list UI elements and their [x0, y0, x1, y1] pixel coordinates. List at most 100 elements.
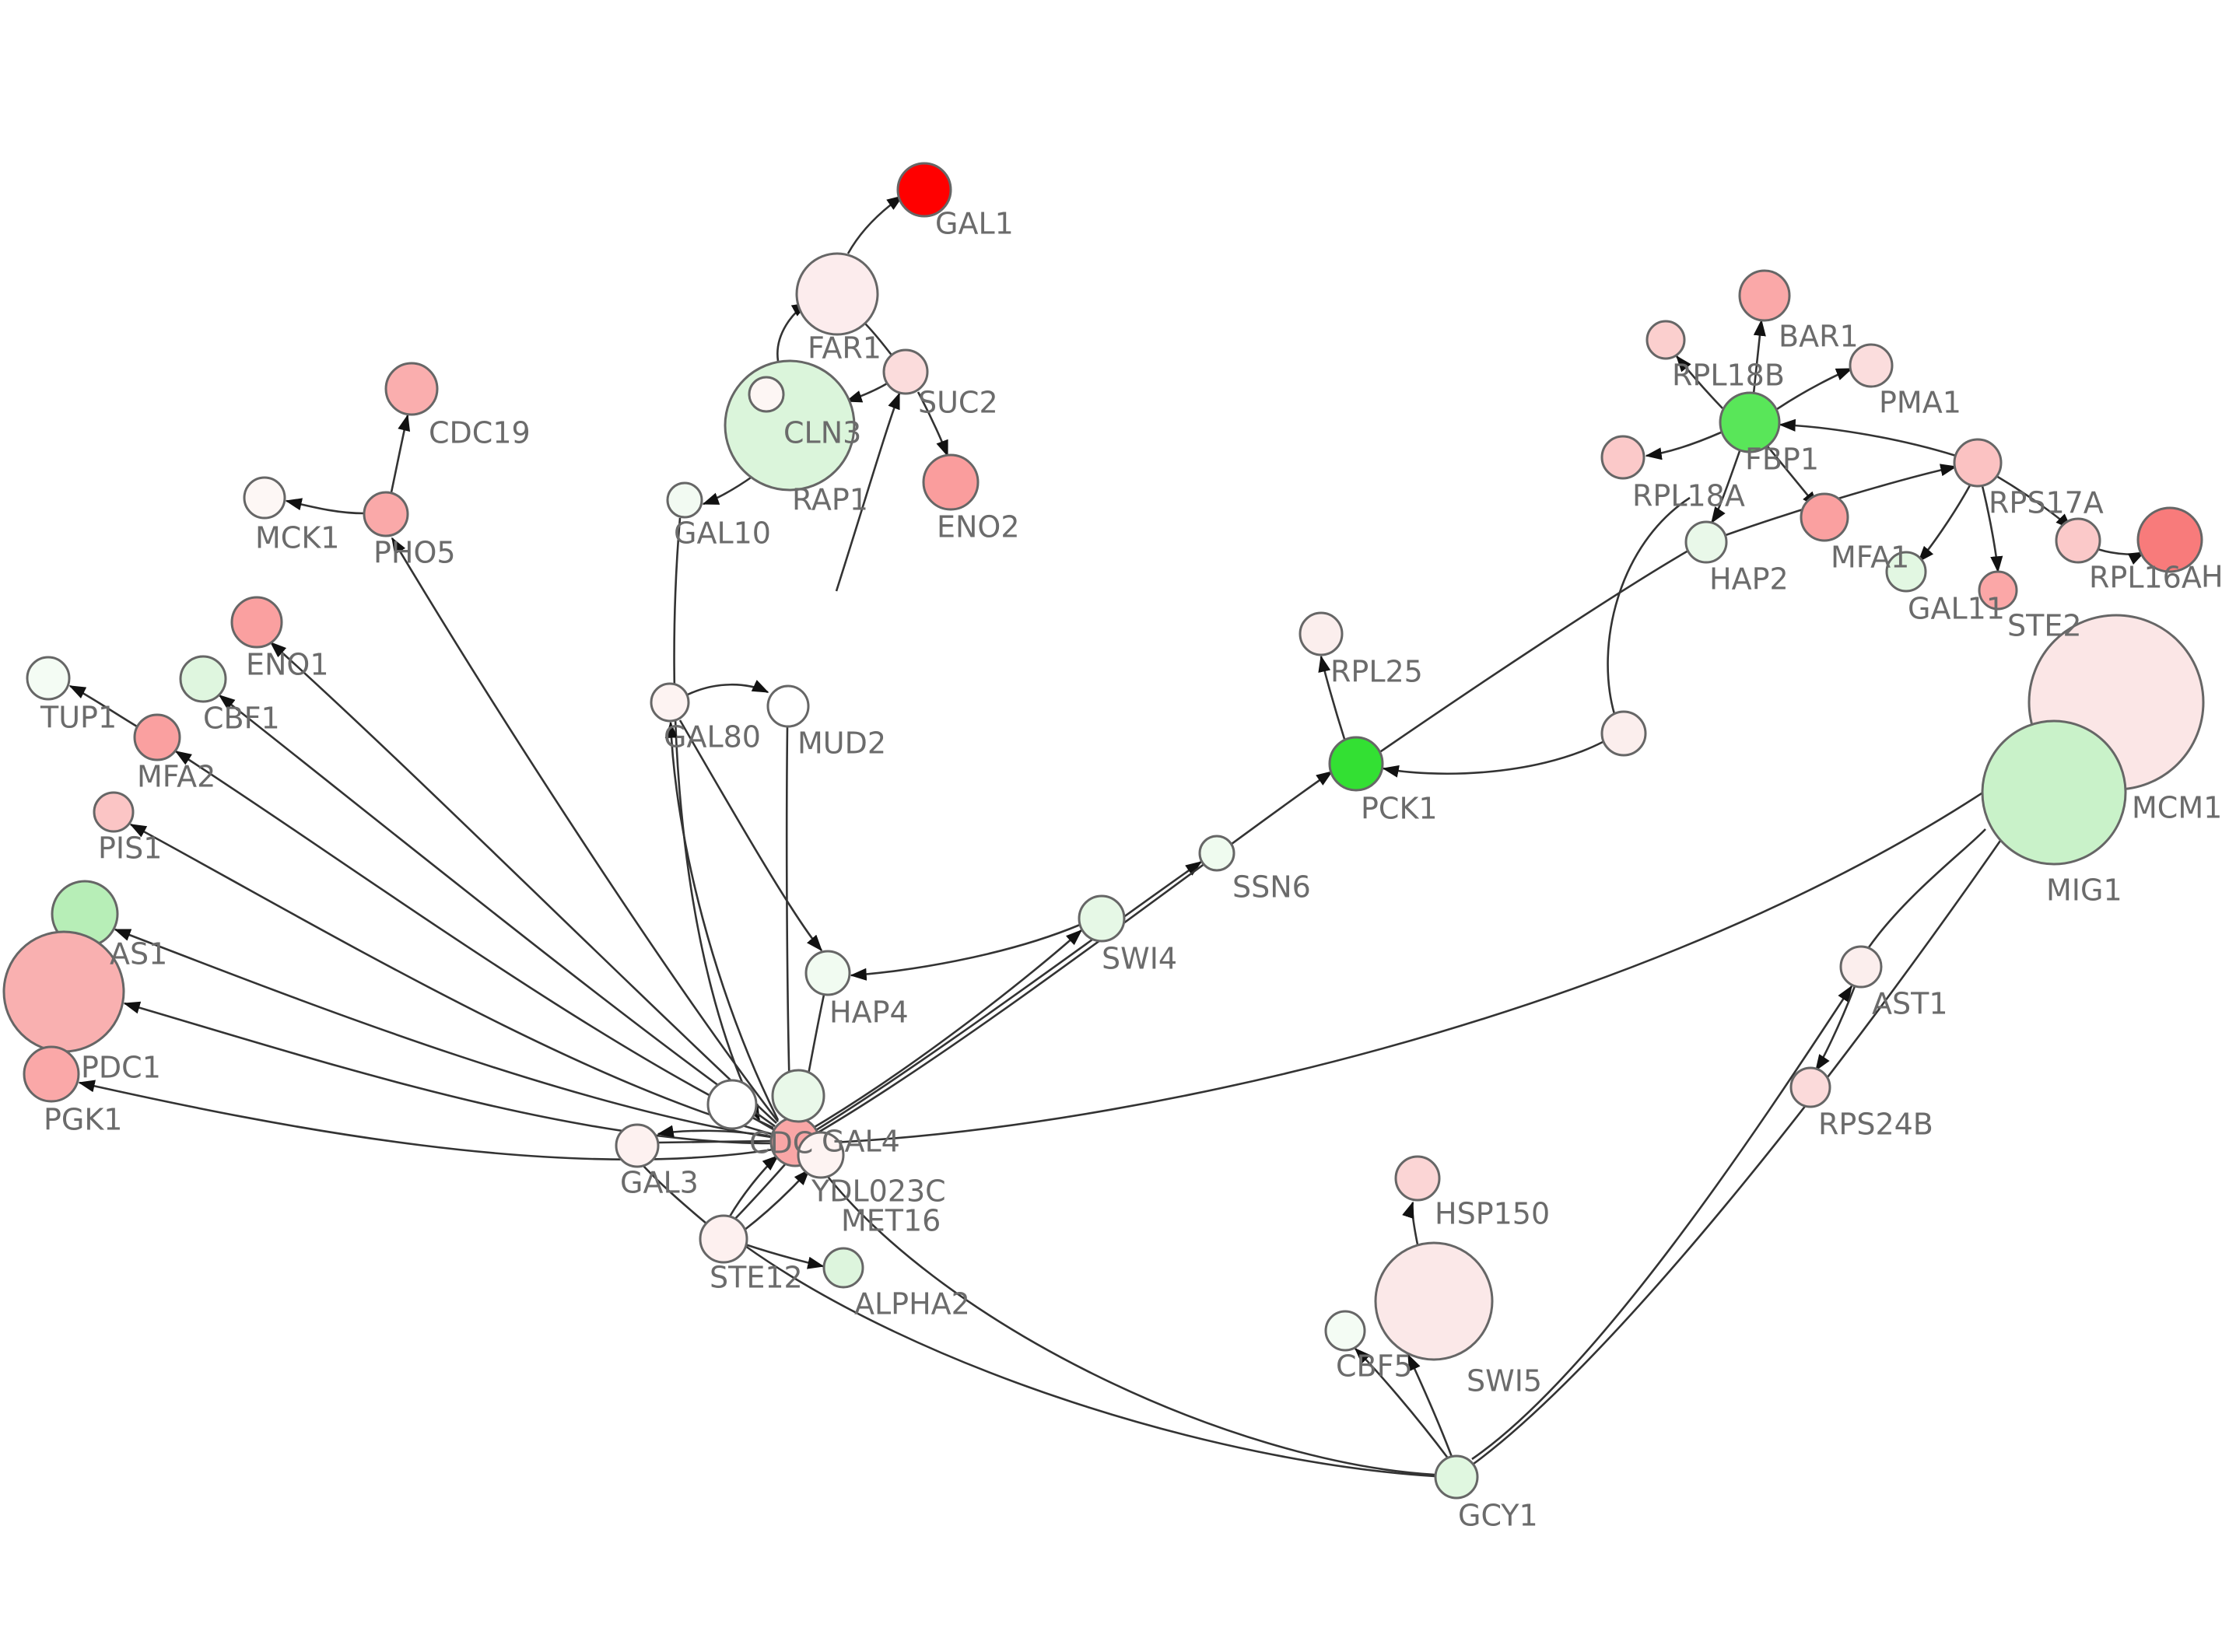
node-layer: [2, 162, 2205, 1500]
node-label-ste12: STE12: [710, 1261, 803, 1295]
node-label-pgk1: PGK1: [44, 1103, 122, 1137]
node-hsp150[interactable]: [1394, 1155, 1441, 1202]
node-rpl16a[interactable]: [2055, 517, 2101, 564]
edge-fbp1-to-rpl18a: [1645, 431, 1722, 460]
node-label-gal4: GAL4: [822, 1125, 900, 1159]
edge-gcy1-to-swi5: [1407, 1353, 1453, 1458]
node-gal1[interactable]: [896, 162, 952, 218]
node-label-swi5: SWI5: [1467, 1364, 1542, 1398]
edge-ste12-to-gal4: [728, 1154, 780, 1217]
node-alpha2[interactable]: [822, 1247, 864, 1289]
edge-gal4-to-gas1: [114, 928, 772, 1139]
node-eno2[interactable]: [922, 453, 980, 511]
node-mud2[interactable]: [766, 684, 810, 728]
node-label-tup1: TUP1: [40, 701, 117, 735]
edge-mud2-to-gal4: [785, 726, 792, 1118]
edge-layer: [68, 194, 2146, 1478]
edge-ste12-to-alpha2: [745, 1243, 825, 1269]
node-gcy1[interactable]: [1434, 1454, 1479, 1500]
node-rpl25[interactable]: [1299, 611, 1344, 656]
edge-gal4-to-gcy1: [814, 1160, 1435, 1476]
node-his4[interactable]: [2136, 506, 2203, 573]
node-gal11[interactable]: [1885, 551, 1927, 593]
node-bar1[interactable]: [1738, 269, 1791, 322]
node-pgk1[interactable]: [23, 1045, 80, 1103]
node-gal10[interactable]: [666, 481, 703, 519]
edge-gal80-to-hap4: [678, 719, 823, 952]
node-ast1[interactable]: [1839, 945, 1883, 989]
node-far1[interactable]: [795, 252, 879, 336]
node-label-mud2: MUD2: [797, 726, 886, 761]
node-cbf1[interactable]: [179, 655, 227, 703]
node-hap2[interactable]: [1684, 520, 1728, 564]
edge-gal4-to-ssn6: [811, 860, 1203, 1134]
node-label-mfa2: MFA2: [137, 760, 216, 794]
node-swi4[interactable]: [1078, 894, 1126, 943]
node-label-alpha2: ALPHA2: [854, 1287, 970, 1321]
node-cdc39[interactable]: [706, 1079, 758, 1130]
node-label-ydl023c: YDL023C: [811, 1174, 946, 1209]
edge-pck1-to-hap2: [1378, 549, 1689, 754]
edge-ast1-to-mig1: [1867, 828, 1986, 948]
node-pdc1[interactable]: [2, 930, 125, 1053]
node-rpl18a[interactable]: [1600, 435, 1645, 480]
node-label-pma1: PMA1: [1879, 386, 1961, 420]
node-rap1[interactable]: [748, 376, 785, 413]
node-ste12[interactable]: [699, 1214, 748, 1264]
node-mfa1[interactable]: [1800, 492, 1849, 542]
node-label-mck1: MCK1: [255, 521, 339, 555]
node-fbp1[interactable]: [1719, 391, 1781, 453]
edge-gal4-to-gal80: [664, 721, 780, 1121]
label-layer: GAL1 FAR1 SUC2 CLN3 RAP1 ENO2 GAL10 CDC19 MCK1 PH…: [40, 207, 2222, 1533]
edge-gal4-to-pgk1: [78, 1080, 773, 1161]
edge-pho5-to-mck1: [285, 498, 365, 515]
edge-rps17a-to-fbp1: [1779, 418, 1957, 457]
edge-gal4-to-pck1: [815, 770, 1334, 1136]
edge-gal4-to-pdc1: [123, 1001, 772, 1145]
edge-rap1-to-suc2: [835, 392, 901, 592]
node-ste2[interactable]: [1978, 570, 2018, 611]
node-label-ssn6: SSN6: [1232, 870, 1311, 905]
node-label-cdc19: CDC19: [429, 416, 531, 450]
node-tup1[interactable]: [26, 656, 71, 701]
node-label-pdc1: PDC1: [81, 1051, 161, 1085]
edge-ste12-to-gcy1: [745, 1244, 1435, 1478]
node-pho5[interactable]: [363, 491, 409, 537]
node-label-rps24b: RPS24B: [1818, 1108, 1933, 1142]
node-eno1[interactable]: [230, 596, 283, 649]
edge-gal4-to-gal3: [657, 1125, 772, 1138]
node-pma1[interactable]: [1849, 343, 1894, 388]
node-label-gal80: GAL80: [664, 720, 761, 754]
node-mig1[interactable]: [1981, 719, 2127, 866]
node-rps24b[interactable]: [1789, 1066, 1831, 1108]
node-label-gal1: GAL1: [935, 207, 1014, 241]
node-mfa2[interactable]: [133, 713, 181, 761]
node-label-hsp150: HSP150: [1435, 1197, 1550, 1231]
node-gal3[interactable]: [615, 1123, 660, 1168]
node-cdc19[interactable]: [384, 362, 439, 416]
node-mck1[interactable]: [243, 476, 286, 520]
edge-far1-to-gal1: [846, 194, 904, 254]
node-suc2[interactable]: [882, 348, 929, 395]
edge-suc2-to-cln3: [845, 381, 889, 403]
node-ydl023c[interactable]: [797, 1131, 845, 1179]
node-swi5[interactable]: [1374, 1241, 1494, 1361]
node-pis1[interactable]: [93, 791, 135, 833]
edge-gal80-to-mud2: [687, 680, 769, 696]
node-unlab1[interactable]: [1600, 710, 1647, 757]
node-cbf5[interactable]: [1324, 1310, 1366, 1352]
edge-gal4-to-pis1: [129, 823, 773, 1136]
node-label-met16: MET16: [841, 1204, 941, 1238]
node-rps17a[interactable]: [1953, 438, 2003, 488]
edge-rps17a-to-gal11: [1917, 485, 1971, 563]
edge-gcy1-to-cbf5: [1354, 1347, 1450, 1460]
node-gal80[interactable]: [650, 682, 690, 723]
node-pck1[interactable]: [1328, 736, 1384, 792]
node-ssn6[interactable]: [1198, 835, 1235, 872]
node-gal7[interactable]: [771, 1069, 825, 1123]
node-hap4[interactable]: [804, 950, 851, 996]
node-rpl18b[interactable]: [1645, 320, 1686, 360]
edge-gal4-to-ste12: [729, 1163, 787, 1225]
edge-pho5-to-cdc19: [390, 414, 411, 493]
